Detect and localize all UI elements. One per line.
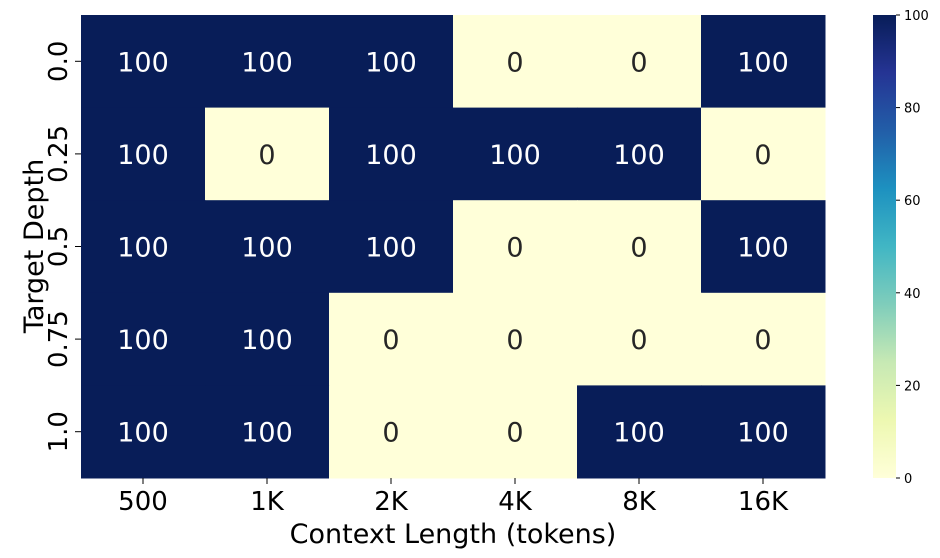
cell-annotation: 100 [117, 233, 169, 264]
cell-annotation: 100 [241, 233, 293, 264]
heatmap-cell [577, 292, 702, 386]
heatmap-cells [81, 15, 826, 479]
colorbar-tick-label: 100 [904, 9, 929, 24]
cell-annotation: 100 [365, 140, 417, 171]
y-tick-label: 0.25 [44, 125, 74, 183]
x-tick-label: 4K [498, 487, 533, 517]
heatmap-cell [701, 385, 826, 479]
x-tick-label: 8K [622, 487, 657, 517]
cell-annotation: 0 [630, 233, 647, 264]
colorbar-ticks: 0 20 40 60 80 100 [896, 9, 929, 487]
colorbar-tick-label: 0 [904, 472, 912, 487]
cell-annotation: 100 [241, 47, 293, 78]
cell-annotation: 100 [365, 47, 417, 78]
cell-annotation: 0 [506, 325, 523, 356]
heatmap-cell [577, 107, 702, 201]
heatmap-cell [453, 292, 578, 386]
heatmap-cell [577, 385, 702, 479]
heatmap-cell [453, 107, 578, 201]
heatmap-cell [205, 107, 330, 201]
y-tick-label: 0.5 [44, 226, 74, 267]
cell-annotation: 100 [241, 418, 293, 449]
y-axis-label: Target Depth [19, 159, 50, 334]
y-axis-ticks: 0.0 0.25 0.5 0.75 1.0 [44, 41, 81, 452]
cell-annotation: 100 [737, 47, 789, 78]
cell-annotation: 0 [754, 140, 771, 171]
heatmap-cell [81, 107, 206, 201]
cell-annotation: 100 [737, 418, 789, 449]
heatmap-cell [453, 200, 578, 294]
colorbar-tick-label: 20 [904, 379, 921, 394]
cell-annotation: 0 [506, 233, 523, 264]
cell-annotation: 0 [754, 325, 771, 356]
colorbar-gradient [873, 15, 896, 478]
heatmap-cell [205, 385, 330, 479]
cell-annotations: 100 100 100 0 0 100 100 0 100 100 100 0 100 100 100 0 0 1… [117, 47, 789, 448]
cell-annotation: 100 [613, 418, 665, 449]
heatmap-cell [701, 107, 826, 201]
cell-annotation: 100 [117, 418, 169, 449]
heatmap-cell [81, 15, 206, 109]
heatmap-cell [329, 107, 454, 201]
cell-annotation: 100 [365, 233, 417, 264]
cell-annotation: 100 [117, 140, 169, 171]
y-tick-label: 1.0 [44, 411, 74, 452]
cell-annotation: 0 [506, 47, 523, 78]
heatmap-cell [577, 200, 702, 294]
colorbar-tick-label: 40 [904, 287, 921, 302]
heatmap-cell [453, 385, 578, 479]
cell-annotation: 0 [258, 140, 275, 171]
cell-annotation: 0 [382, 325, 399, 356]
x-tick-label: 1K [250, 487, 285, 517]
heatmap-cell [329, 15, 454, 109]
cell-annotation: 100 [737, 233, 789, 264]
cell-annotation: 0 [630, 325, 647, 356]
heatmap-cell [329, 200, 454, 294]
cell-annotation: 100 [613, 140, 665, 171]
cell-annotation: 0 [382, 418, 399, 449]
heatmap-cell [701, 292, 826, 386]
heatmap-cell [205, 200, 330, 294]
colorbar-tick-label: 60 [904, 194, 921, 209]
colorbar: 0 20 40 60 80 100 [873, 9, 929, 487]
y-tick-label: 0.0 [44, 41, 74, 82]
cell-annotation: 0 [630, 47, 647, 78]
x-tick-label: 500 [118, 487, 168, 517]
heatmap-cell [701, 15, 826, 109]
x-tick-label: 16K [738, 487, 789, 517]
cell-annotation: 100 [241, 325, 293, 356]
heatmap-cell [205, 15, 330, 109]
heatmap-cell [81, 200, 206, 294]
heatmap-cell [329, 385, 454, 479]
heatmap-cell [453, 15, 578, 109]
heatmap-cell [577, 15, 702, 109]
colorbar-tick-label: 80 [904, 102, 921, 117]
heatmap-cell [701, 200, 826, 294]
cell-annotation: 100 [117, 47, 169, 78]
cell-annotation: 100 [117, 325, 169, 356]
heatmap-cell [205, 292, 330, 386]
x-tick-label: 2K [374, 487, 409, 517]
x-axis-ticks: 500 1K 2K 4K 8K 16K [118, 478, 789, 517]
cell-annotation: 100 [489, 140, 541, 171]
cell-annotation: 0 [506, 418, 523, 449]
heatmap-cell [329, 292, 454, 386]
y-tick-label: 0.75 [44, 310, 74, 368]
heatmap-cell [81, 292, 206, 386]
heatmap-cell [81, 385, 206, 479]
x-axis-label: Context Length (tokens) [290, 519, 617, 550]
